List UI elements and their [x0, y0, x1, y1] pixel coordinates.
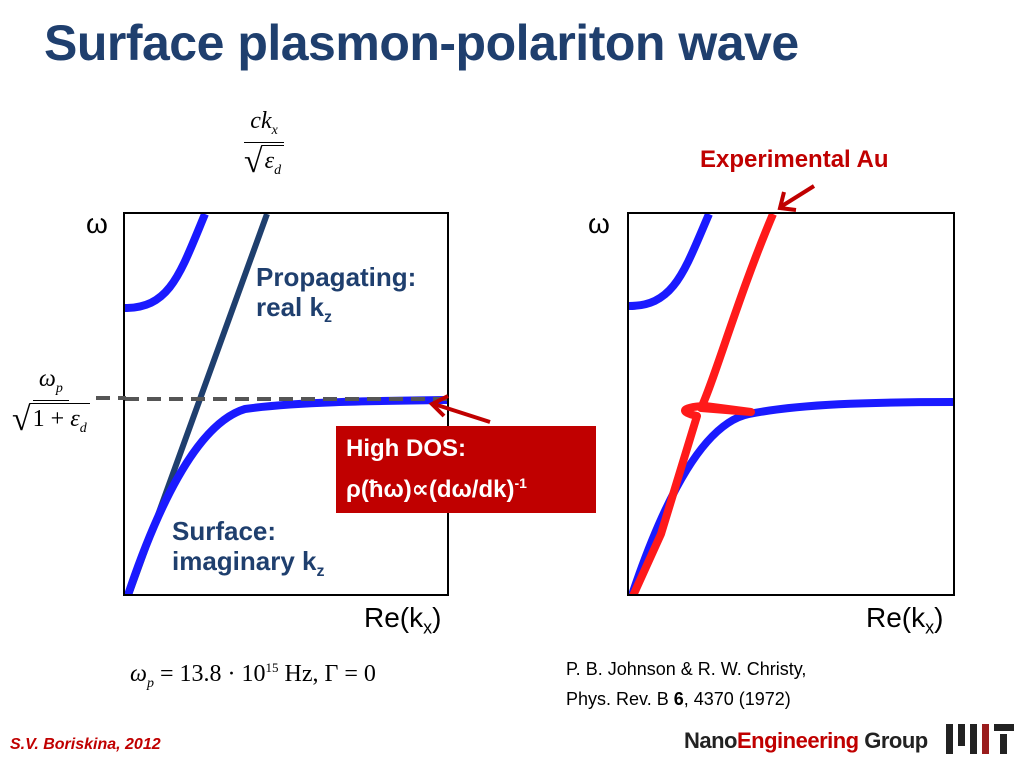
left-upper-branch-curve	[125, 214, 209, 312]
high-dos-arrow	[428, 394, 491, 424]
right-upper-branch-curve	[629, 214, 713, 310]
propagating-label: Propagating: real kz	[256, 262, 417, 327]
right-dispersion-plot	[627, 212, 955, 596]
left-surface-branch-curve	[125, 396, 447, 594]
slide-title: Surface plasmon-polariton wave	[44, 15, 799, 71]
right-y-axis-label: ω	[588, 208, 610, 239]
nano-engineering-group-logo: NanoEngineering Group	[684, 728, 928, 753]
left-dispersion-plot	[123, 212, 449, 596]
plasma-frequency-formula: ωp √ 1 + εd	[12, 366, 90, 442]
experimental-au-label: Experimental Au	[700, 146, 889, 173]
plasma-parameters-formula: ωp = 13.8 · 1015 Hz, Γ = 0	[130, 660, 376, 691]
high-dos-box: High DOS: ρ(ħω)∝(dω/dk)-1	[336, 426, 596, 513]
left-x-axis-label: Re(kx)	[364, 602, 442, 638]
experimental-au-arrow	[777, 184, 816, 212]
right-plot-svg	[629, 214, 953, 594]
left-y-axis-label: ω	[86, 208, 108, 239]
right-surface-branch-curve	[629, 398, 953, 594]
experimental-au-curve	[629, 214, 777, 594]
surface-label: Surface: imaginary kz	[172, 516, 325, 581]
left-plot-svg	[125, 214, 447, 594]
author-credit: S.V. Boriskina, 2012	[10, 736, 161, 753]
plasma-dashed-extension	[96, 396, 126, 400]
reference-citation: P. B. Johnson & R. W. Christy, Phys. Rev…	[566, 659, 807, 709]
light-line-formula: ckx √ εd	[244, 108, 285, 184]
right-x-axis-label: Re(kx)	[866, 602, 944, 638]
mit-logo	[946, 724, 1014, 754]
